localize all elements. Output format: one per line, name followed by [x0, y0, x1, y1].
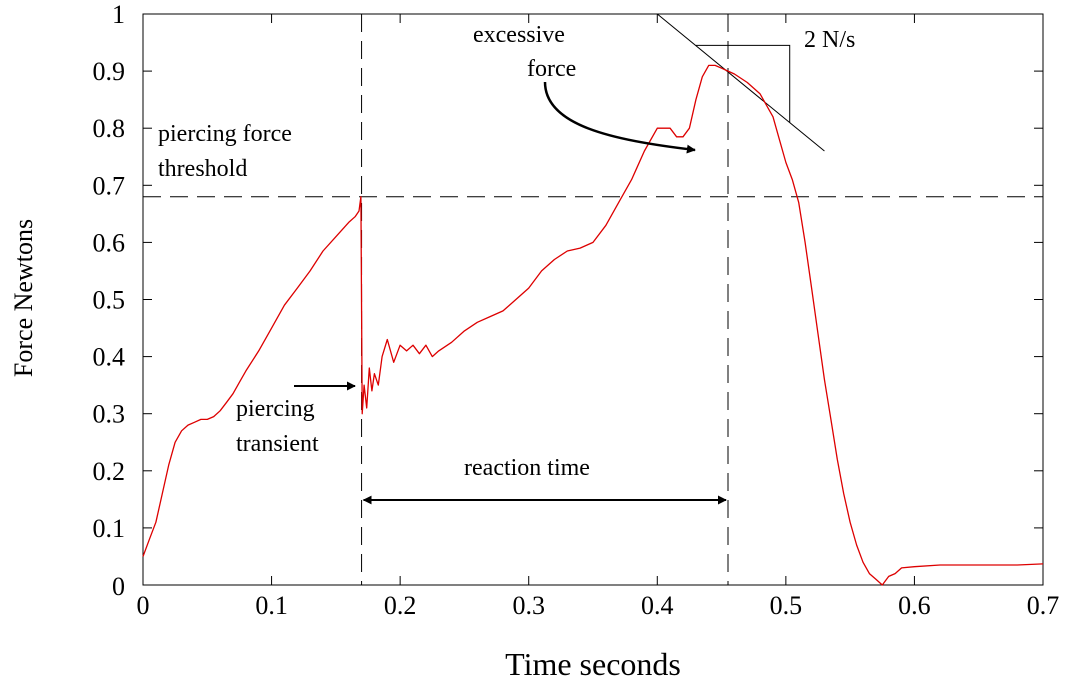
- y-tick-label: 0.1: [93, 514, 126, 543]
- x-axis-title: Time seconds: [505, 646, 681, 682]
- y-axis-title: Force Newtons: [9, 219, 38, 377]
- y-tick-label: 0.3: [93, 400, 126, 429]
- y-tick-label: 0.6: [93, 228, 126, 257]
- y-tick-label: 0.2: [93, 457, 126, 486]
- y-tick-label: 0.4: [93, 343, 126, 372]
- y-tick-label: 0.8: [93, 114, 126, 143]
- y-tick-label: 0: [112, 572, 125, 601]
- slope-triangle: [695, 44, 791, 123]
- x-tick-label: 0: [137, 591, 150, 620]
- excessive-label-line2: force: [527, 56, 576, 82]
- transient-label-line1: piercing: [236, 396, 315, 422]
- x-tick-label: 0.7: [1027, 591, 1060, 620]
- x-tick-label: 0.3: [512, 591, 545, 620]
- y-tick-label: 1: [112, 0, 125, 29]
- y-tick-label: 0.9: [93, 57, 126, 86]
- threshold-label-line2: threshold: [158, 156, 247, 182]
- y-tick-label: 0.5: [93, 286, 126, 315]
- excessive-label-line1: excessive: [473, 22, 565, 48]
- y-tick-label: 0.7: [93, 171, 126, 200]
- x-tick-label: 0.5: [770, 591, 803, 620]
- x-tick-label: 0.4: [641, 591, 674, 620]
- excessive-force-arrow: [543, 81, 696, 154]
- force-curve: [142, 64, 1044, 586]
- x-tick-label: 0.2: [384, 591, 417, 620]
- axis-tick-labels: 0 0.1 0.2 0.3 0.4 0.5 0.6 0.7 0 0.1 0.2 0.3 0.4 0.5 0.…: [93, 0, 1060, 620]
- axis-ticks: [142, 13, 1044, 586]
- slope-tangent-line: [656, 13, 825, 152]
- x-tick-label: 0.1: [255, 591, 288, 620]
- data-series: [142, 64, 1044, 586]
- transient-label-line2: transient: [236, 431, 319, 457]
- x-tick-label: 0.6: [898, 591, 931, 620]
- threshold-label-line1: piercing force: [158, 121, 292, 147]
- reaction-time-label: reaction time: [464, 455, 590, 481]
- slope-label: 2 N/s: [804, 27, 855, 53]
- annotations: piercing force threshold piercing transient…: [158, 22, 855, 505]
